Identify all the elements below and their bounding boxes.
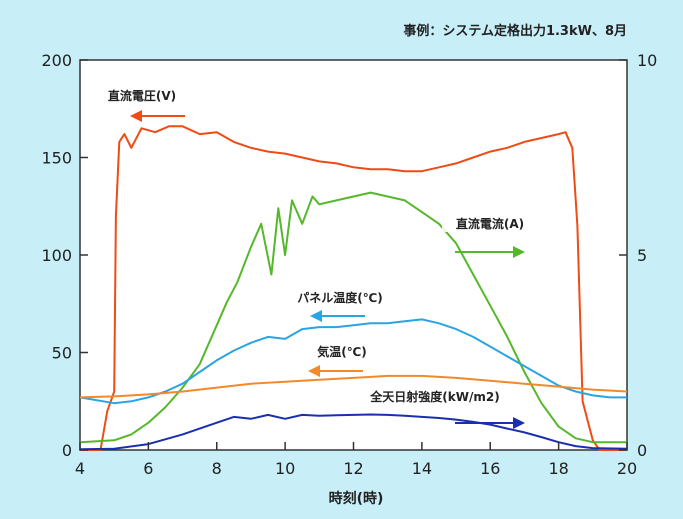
x-tick-label: 6	[143, 459, 153, 478]
y-right-tick-label: 0	[637, 441, 647, 460]
series-label-group-3: パネル温度(℃)	[292, 289, 388, 322]
y-right-tick-label: 10	[637, 51, 657, 70]
series-line-3	[79, 318, 627, 405]
y-left-tick-label: 150	[41, 149, 72, 168]
x-tick-label: 14	[412, 459, 432, 478]
chart-annotation: 事例：システム定格出力1.3kW、8月	[403, 23, 627, 39]
series-label-bg	[292, 289, 388, 306]
series-label-group-4: 気温(℃)	[294, 343, 390, 377]
y-left-tick-label: 200	[41, 51, 72, 70]
x-tick-label: 10	[275, 459, 295, 478]
series-label-bg	[442, 215, 538, 232]
x-tick-label: 16	[480, 459, 500, 478]
series-label-bg	[94, 87, 190, 104]
series-label-arrow-head	[310, 310, 322, 322]
series-label: 気温(℃)	[317, 344, 367, 359]
series-labels-layer: 直流電圧(V) 直流電流(A) パネル温度(℃) 気温(℃) 全天日射強度(kW/m2)	[94, 87, 538, 429]
y-left-tick-label: 100	[41, 246, 72, 265]
y-left-tick-label: 0	[62, 441, 72, 460]
series-layer	[79, 125, 628, 451]
series-label-group-5: 全天日射強度(kW/m2)	[369, 388, 525, 429]
x-tick-label: 8	[212, 459, 222, 478]
series-label-group-1: 直流電圧(V)	[94, 87, 190, 122]
x-tick-label: 18	[548, 459, 568, 478]
series-label-bg	[294, 343, 390, 360]
x-tick-label: 12	[343, 459, 363, 478]
series-label-group-2: 直流電流(A)	[442, 215, 538, 258]
y-left-tick-label: 50	[52, 344, 72, 363]
series-label: 直流電圧(V)	[108, 88, 176, 103]
series-line-5	[79, 413, 628, 451]
series-label: 全天日射強度(kW/m2)	[369, 389, 499, 404]
series-line-2	[79, 191, 627, 444]
series-label: パネル温度(℃)	[297, 290, 383, 305]
series-label-arrow-head	[130, 110, 142, 122]
series-line-4	[79, 374, 628, 399]
series-label-bg	[387, 388, 483, 405]
series-label: 直流電流(A)	[456, 216, 524, 231]
x-tick-label: 20	[617, 459, 637, 478]
x-tick-label: 4	[75, 459, 85, 478]
plot-area	[79, 59, 628, 451]
series-line-1	[80, 125, 627, 451]
series-label-arrow-head	[308, 365, 320, 377]
x-axis-label: 時刻(時)	[329, 490, 384, 507]
y-right-tick-label: 5	[637, 246, 647, 265]
series-label-arrow-head	[513, 417, 525, 429]
series-label-arrow-head	[513, 246, 525, 258]
